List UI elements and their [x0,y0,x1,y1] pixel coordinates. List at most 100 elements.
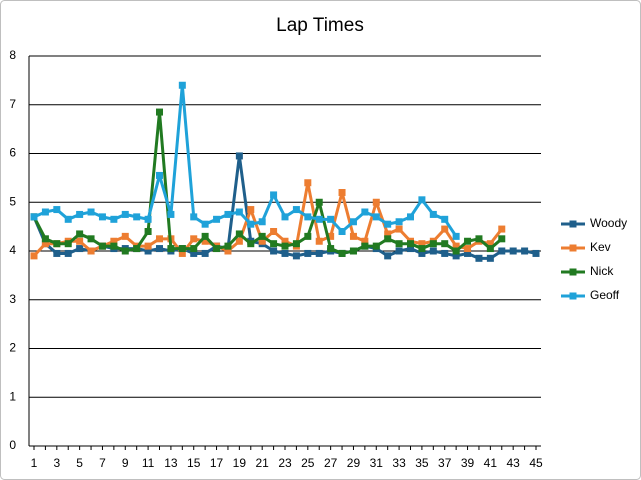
x-tick-label: 15 [187,456,201,470]
marker [144,215,152,223]
x-tick-label: 9 [122,456,129,470]
x-tick-label: 35 [415,456,429,470]
marker [190,249,198,257]
x-tick-label: 33 [392,456,406,470]
marker [87,208,95,216]
marker [361,208,369,216]
x-tick-label: 43 [507,456,521,470]
marker [190,213,198,221]
marker [224,210,232,218]
marker [292,206,300,214]
marker [395,240,403,248]
marker [384,220,392,228]
marker [464,237,472,245]
marker [76,230,84,238]
marker [144,242,152,250]
marker [395,218,403,226]
marker [76,237,84,245]
marker [87,235,95,243]
y-tick-label: 4 [9,243,16,257]
marker [64,215,72,223]
y-tick-label: 0 [9,438,16,452]
marker [338,249,346,257]
marker [418,245,426,253]
x-tick-label: 25 [301,456,315,470]
marker [418,249,426,257]
marker [407,213,414,221]
marker [258,237,266,245]
marker [327,232,335,240]
marker [121,247,129,255]
marker [224,242,232,250]
marker [167,210,175,218]
marker [53,206,61,214]
marker [361,237,369,245]
x-tick-label: 31 [370,456,384,470]
marker [144,247,152,255]
marker [486,240,494,248]
legend-label: Woody [590,216,627,230]
marker [441,215,449,223]
marker [121,232,129,240]
marker [372,198,380,206]
marker [178,81,186,89]
marker [144,228,152,235]
marker [87,247,95,255]
marker [156,171,163,179]
marker [281,237,289,245]
marker [315,198,323,206]
marker [121,210,129,218]
marker [110,215,118,223]
marker [292,240,300,248]
marker [30,252,38,260]
marker [486,254,494,262]
chart-title: Lap Times [276,15,364,36]
y-tick-label: 2 [9,341,16,355]
marker [98,213,106,221]
marker [156,108,163,116]
x-tick-label: 5 [76,456,83,470]
marker [281,249,289,257]
marker [475,235,483,243]
marker [64,240,72,248]
marker [41,208,49,216]
marker [349,247,357,255]
marker [76,245,84,253]
legend-label: Kev [590,240,611,254]
x-tick-label: 19 [233,456,247,470]
marker [464,245,472,253]
marker [395,225,403,233]
legend-marker [569,220,577,228]
marker [292,252,300,260]
marker [349,232,357,240]
marker [441,249,449,257]
x-tick-label: 13 [164,456,178,470]
x-tick-label: 7 [99,456,106,470]
y-tick-label: 7 [9,97,16,111]
marker [521,247,529,255]
marker [475,254,483,262]
marker [452,252,460,260]
marker [384,252,392,260]
marker [178,249,186,257]
marker [247,220,255,228]
marker [441,225,449,233]
marker [429,210,437,218]
marker [327,215,335,223]
marker [315,249,323,257]
x-tick-label: 17 [210,456,224,470]
marker [498,225,506,233]
marker [338,228,346,235]
legend-label: Geoff [590,288,620,302]
marker [270,228,278,235]
x-tick-label: 27 [324,456,338,470]
marker [235,208,243,216]
legend-marker [569,268,577,276]
marker [133,213,141,221]
x-tick-label: 45 [529,456,543,470]
x-tick-label: 37 [438,456,452,470]
marker [235,230,243,238]
marker [156,235,163,243]
marker [452,242,460,250]
legend-label: Nick [590,264,614,278]
